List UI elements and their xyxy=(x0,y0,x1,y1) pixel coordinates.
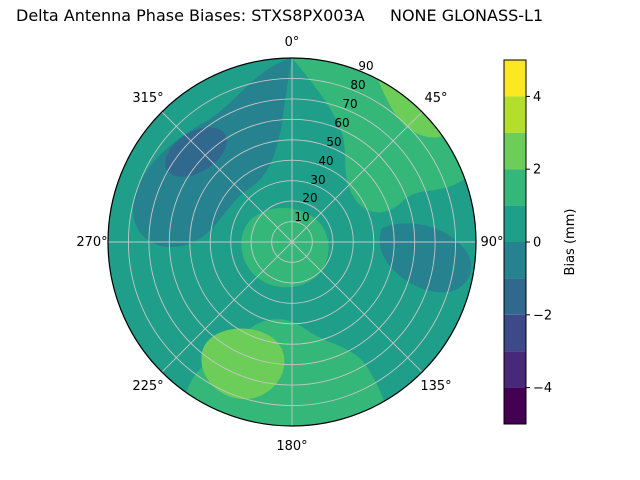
colorbar-band xyxy=(504,205,526,242)
radial-tick-labels: 10 20 30 40 50 60 70 80 90 xyxy=(294,59,373,224)
r-label-50: 50 xyxy=(326,135,341,149)
theta-label-90: 90° xyxy=(480,235,503,250)
r-label-10: 10 xyxy=(294,210,309,224)
colorbar-band xyxy=(504,169,526,206)
theta-label-180: 180° xyxy=(276,439,307,454)
colorbar-band xyxy=(504,132,526,170)
r-label-90: 90 xyxy=(358,59,373,73)
colorbar: 4 2 0 −2 −4 Bias (mm) xyxy=(503,59,578,425)
r-label-30: 30 xyxy=(310,173,325,187)
cbar-tick-2: 2 xyxy=(533,163,541,178)
r-label-80: 80 xyxy=(350,78,365,92)
theta-label-135: 135° xyxy=(420,379,451,394)
colorbar-band xyxy=(504,96,526,133)
contour-band-negative-right xyxy=(379,223,472,293)
cbar-tick-neg2: −2 xyxy=(533,308,552,323)
colorbar-band xyxy=(504,314,526,352)
angular-tick-labels: 0° 45° 90° 135° 180° 225° 270° 315° xyxy=(76,35,503,454)
colorbar-band xyxy=(504,242,526,279)
contour-band-lightgreen-top-right-rim xyxy=(378,80,443,138)
r-label-20: 20 xyxy=(302,191,317,205)
colorbar-ticks xyxy=(526,95,530,389)
colorbar-band xyxy=(504,387,526,424)
colorbar-axis-label: Bias (mm) xyxy=(563,209,578,276)
theta-label-0: 0° xyxy=(285,35,300,50)
contour-band-green-top-right xyxy=(292,58,465,213)
chart-title: Delta Antenna Phase Biases: STXS8PX003A … xyxy=(16,6,544,25)
theta-label-315: 315° xyxy=(132,91,163,106)
theta-label-270: 270° xyxy=(76,235,107,250)
theta-label-45: 45° xyxy=(424,91,447,106)
angular-gridlines xyxy=(108,58,476,426)
colorbar-band xyxy=(504,60,526,97)
cbar-tick-neg4: −4 xyxy=(533,381,552,396)
r-label-60: 60 xyxy=(334,116,349,130)
colorbar-band xyxy=(504,351,526,388)
r-label-40: 40 xyxy=(318,154,333,168)
contour-band-lightgreen-bottom-left xyxy=(201,328,285,400)
cbar-tick-0: 0 xyxy=(533,236,541,251)
colorbar-tick-labels: 4 2 0 −2 −4 xyxy=(533,90,552,396)
theta-label-225: 225° xyxy=(132,379,163,394)
r-label-70: 70 xyxy=(342,97,357,111)
polar-axes-boundary xyxy=(107,57,477,427)
colorbar-band xyxy=(504,278,526,315)
cbar-tick-4: 4 xyxy=(533,90,541,105)
contour-band-negative-core xyxy=(165,127,227,177)
